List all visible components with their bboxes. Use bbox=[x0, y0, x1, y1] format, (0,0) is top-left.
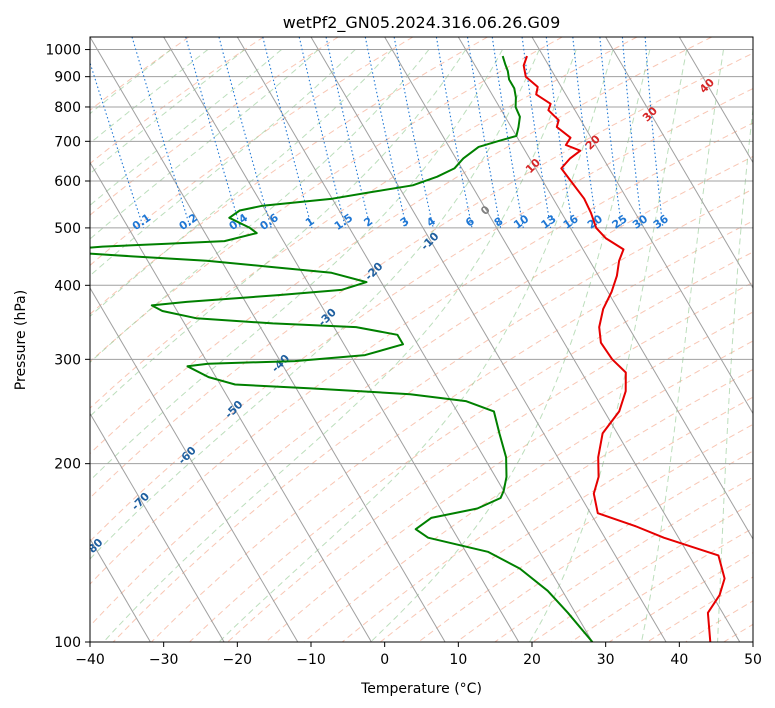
dry-adiabat bbox=[112, 188, 753, 642]
isotherm-line bbox=[457, 37, 753, 541]
moist-adiabat bbox=[370, 49, 651, 642]
isotherm-line bbox=[163, 37, 520, 642]
dry-adiabat bbox=[90, 37, 190, 111]
moist-adiabat bbox=[90, 49, 503, 482]
isotherm-line bbox=[90, 161, 372, 642]
y-tick-label: 1000 bbox=[45, 43, 81, 59]
x-tick-label: 50 bbox=[744, 652, 762, 668]
x-tick-label: 40 bbox=[670, 652, 688, 668]
background-lines bbox=[90, 37, 753, 642]
y-tick-label: 100 bbox=[54, 635, 81, 651]
y-tick-label: 700 bbox=[54, 134, 81, 150]
x-tick-label: −40 bbox=[75, 652, 105, 668]
mixing-ratio-line bbox=[491, 37, 524, 228]
y-tick-label: 400 bbox=[54, 278, 81, 294]
dry-adiabat bbox=[90, 155, 753, 627]
moist-adiabat bbox=[641, 49, 724, 642]
y-tick-label: 200 bbox=[54, 457, 81, 473]
isotherm-line bbox=[531, 37, 753, 415]
isotherm-line bbox=[678, 37, 753, 164]
dewpoint-line bbox=[90, 55, 594, 642]
profile-lines bbox=[90, 55, 726, 642]
x-tick-label: −30 bbox=[149, 652, 179, 668]
chart-title: wetPf2_GN05.2024.316.06.26.G09 bbox=[283, 13, 561, 33]
y-tick-label: 600 bbox=[54, 174, 81, 190]
mixing-ratio-line bbox=[325, 37, 371, 229]
mixing-ratio-line bbox=[644, 37, 664, 228]
moist-adiabat bbox=[90, 49, 282, 206]
mixing-ratio-line bbox=[621, 37, 643, 228]
isotherm-line bbox=[90, 412, 225, 642]
dry-adiabat bbox=[90, 52, 753, 499]
x-axis-title: Temperature (°C) bbox=[360, 681, 482, 697]
mixing-ratio-line bbox=[572, 37, 598, 228]
moist-adiabat bbox=[90, 49, 467, 418]
y-tick-label: 800 bbox=[54, 100, 81, 116]
y-axis-ticks: 100 200 300 400 500 600 700 800 900 1000 bbox=[45, 43, 90, 651]
mixing-ratio-line bbox=[521, 37, 552, 228]
isotherm-line bbox=[90, 287, 299, 642]
mixing-ratio-line bbox=[599, 37, 623, 228]
isotherm-line bbox=[90, 37, 446, 642]
mixing-ratio-line bbox=[262, 37, 313, 229]
isotherm-line bbox=[90, 538, 151, 642]
dry-adiabat bbox=[90, 37, 712, 455]
y-axis-title: Pressure (hPa) bbox=[13, 290, 29, 390]
x-tick-label: 30 bbox=[597, 652, 615, 668]
x-axis-ticks: −40 −30 −20 −10 0 10 20 30 40 50 bbox=[75, 642, 762, 668]
moist-adiabat bbox=[90, 49, 540, 560]
dry-adiabat bbox=[90, 37, 264, 165]
mixing-ratio-line bbox=[185, 37, 241, 229]
moist-adiabat bbox=[717, 104, 753, 642]
mixing-ratio-line bbox=[131, 37, 191, 229]
mixing-ratio-line bbox=[364, 37, 408, 229]
moist-adiabat bbox=[90, 49, 319, 240]
mixing-ratio-line bbox=[218, 37, 272, 229]
dry-adiabat bbox=[227, 281, 753, 642]
mixing-ratio-line bbox=[545, 37, 574, 228]
isotherm-line bbox=[236, 37, 593, 642]
x-tick-label: 10 bbox=[449, 652, 467, 668]
dry-adiabat bbox=[90, 37, 488, 315]
x-tick-label: 0 bbox=[380, 652, 389, 668]
moist-adiabat bbox=[218, 49, 614, 642]
dry-adiabat bbox=[90, 87, 753, 543]
dry-adiabat bbox=[90, 37, 414, 266]
x-tick-label: −20 bbox=[223, 652, 253, 668]
mixing-ratio-line bbox=[298, 37, 347, 229]
temperature-line bbox=[522, 55, 726, 642]
isotherm-line bbox=[384, 37, 741, 642]
moist-adiabat bbox=[103, 49, 577, 642]
moist-adiabat bbox=[90, 49, 356, 277]
dry-adiabat bbox=[303, 340, 753, 642]
moist-adiabat bbox=[90, 49, 430, 364]
dry-adiabat bbox=[379, 396, 753, 642]
isotherm-line bbox=[605, 37, 753, 290]
moist-adiabat bbox=[529, 49, 688, 642]
dry-adiabat bbox=[265, 311, 753, 642]
x-tick-label: −10 bbox=[296, 652, 326, 668]
y-tick-label: 500 bbox=[54, 221, 81, 237]
y-tick-label: 300 bbox=[54, 352, 81, 368]
y-tick-label: 900 bbox=[54, 70, 81, 86]
plot-frame bbox=[89, 36, 754, 643]
isotherm-line bbox=[310, 37, 667, 642]
x-tick-label: 20 bbox=[523, 652, 541, 668]
